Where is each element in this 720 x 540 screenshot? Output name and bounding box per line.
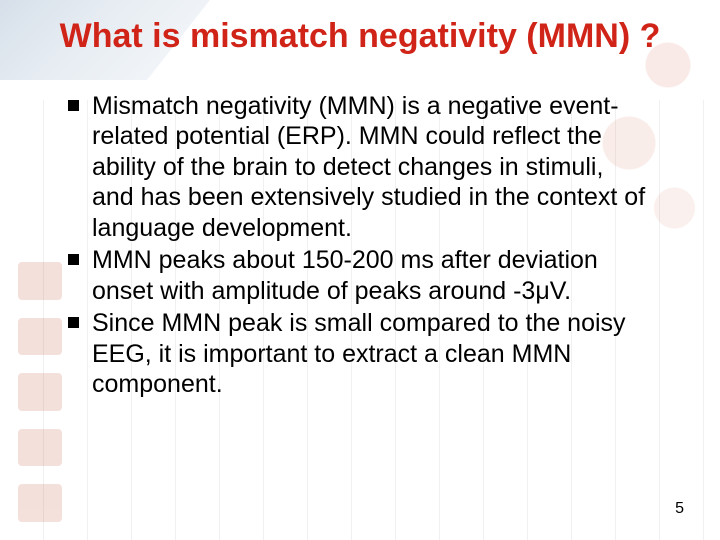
bullet-item: Mismatch negativity (MMN) is a negative … [92,91,680,244]
bullet-item: Since MMN peak is small compared to the … [92,308,680,400]
page-number: 5 [675,500,684,518]
slide-title: What is mismatch negativity (MMN) ? [40,16,680,57]
slide-content: What is mismatch negativity (MMN) ? Mism… [0,0,720,540]
bullet-list: Mismatch negativity (MMN) is a negative … [40,91,680,400]
bullet-item: MMN peaks about 150-200 ms after deviati… [92,245,680,306]
